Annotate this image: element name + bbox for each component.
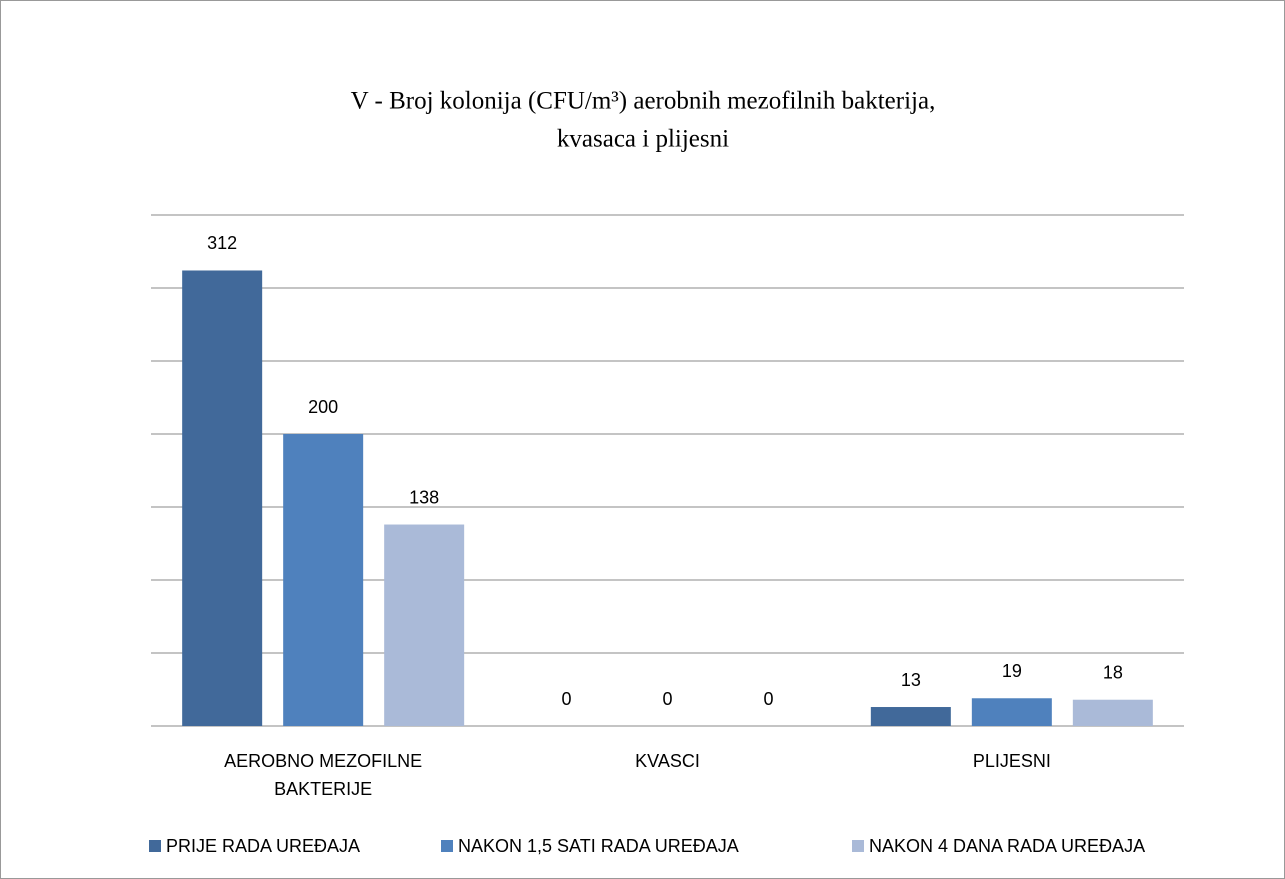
- data-label: 13: [901, 670, 921, 690]
- data-label: 0: [763, 689, 773, 709]
- bar: [1072, 699, 1153, 726]
- chart-title: kvasaca i plijesni: [557, 126, 729, 153]
- data-label: 312: [207, 233, 237, 253]
- bar: [283, 434, 364, 726]
- bar: [870, 707, 951, 726]
- legend-label: NAKON 1,5 SATI RADA UREĐAJA: [458, 836, 739, 856]
- data-label: 138: [409, 487, 439, 507]
- legend-label: NAKON 4 DANA RADA UREĐAJA: [869, 836, 1145, 856]
- x-tick-label: KVASCI: [635, 751, 700, 771]
- data-label: 0: [561, 689, 571, 709]
- legend-swatch: [149, 840, 161, 852]
- x-tick-label: AEROBNO MEZOFILNE BAKTERIJE: [224, 751, 423, 799]
- data-label: 0: [662, 689, 672, 709]
- legend-swatch: [441, 840, 453, 852]
- data-label: 18: [1103, 662, 1123, 682]
- data-label: 200: [308, 397, 338, 417]
- bar: [971, 698, 1052, 726]
- bar: [384, 524, 465, 726]
- chart-title: V - Broj kolonija (CFU/m³) aerobnih mezo…: [351, 88, 936, 115]
- x-tick-label: PLIJESNI: [972, 751, 1051, 771]
- legend-label: PRIJE RADA UREĐAJA: [166, 836, 360, 856]
- data-label: 19: [1002, 661, 1022, 681]
- bar: [182, 270, 263, 726]
- legend-swatch: [852, 840, 864, 852]
